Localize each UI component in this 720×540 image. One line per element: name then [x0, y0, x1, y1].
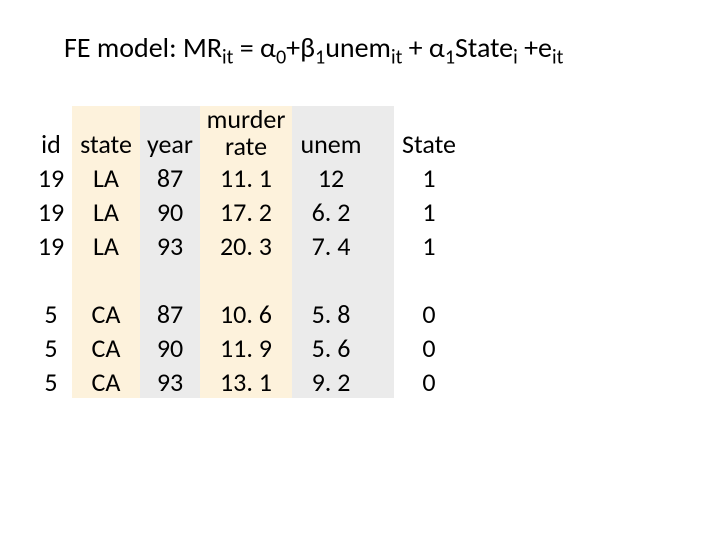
title-seg: State: [455, 30, 513, 65]
cell-murder: 17. 2: [200, 194, 292, 228]
cell-gap: [370, 330, 394, 364]
col-header-State: State: [394, 106, 464, 161]
cell-id: 19: [30, 160, 72, 194]
table-spacer-row: [30, 262, 464, 296]
cell-State: 0: [394, 296, 464, 330]
table-row: 5 CA 90 11. 9 5. 6 0: [30, 330, 464, 364]
cell-state: CA: [72, 364, 140, 398]
cell-gap: [370, 364, 394, 398]
cell-state: CA: [72, 296, 140, 330]
cell-unem: 5. 6: [292, 330, 370, 364]
col-header-gap: [370, 106, 394, 161]
title-seg: +e: [518, 30, 552, 65]
cell-gap: [370, 296, 394, 330]
cell-unem: 6. 2: [292, 194, 370, 228]
cell-year: 87: [140, 296, 200, 330]
page-title: FE model: MRit = α0+β1unemit + α1Statei …: [64, 30, 690, 70]
cell-gap: [370, 160, 394, 194]
cell-id: 5: [30, 296, 72, 330]
title-seg: + α: [402, 30, 445, 65]
cell-empty: [72, 262, 140, 296]
title-seg: FE model: MR: [64, 30, 222, 65]
cell-State: 1: [394, 228, 464, 262]
table-row: 19 LA 93 20. 3 7. 4 1: [30, 228, 464, 262]
title-sub: it: [391, 46, 402, 70]
cell-id: 19: [30, 194, 72, 228]
cell-State: 1: [394, 160, 464, 194]
title-sub: 0: [276, 46, 286, 70]
table-row: 19 LA 87 11. 1 12 1: [30, 160, 464, 194]
cell-murder: 20. 3: [200, 228, 292, 262]
title-sub: it: [222, 46, 233, 70]
cell-state: CA: [72, 330, 140, 364]
title-seg: +β: [286, 30, 315, 65]
col-header-murder: murder rate: [200, 106, 292, 161]
cell-year: 90: [140, 330, 200, 364]
cell-empty: [292, 262, 370, 296]
cell-empty: [140, 262, 200, 296]
col-header-unem: unem: [292, 106, 370, 161]
cell-empty: [394, 262, 464, 296]
data-table: id state year murder rate unem State 19 …: [30, 106, 464, 399]
title-sub: 1: [445, 46, 455, 70]
cell-year: 93: [140, 364, 200, 398]
table-row: 19 LA 90 17. 2 6. 2 1: [30, 194, 464, 228]
cell-empty: [200, 262, 292, 296]
cell-murder: 10. 6: [200, 296, 292, 330]
cell-gap: [370, 194, 394, 228]
cell-gap: [370, 228, 394, 262]
cell-unem: 9. 2: [292, 364, 370, 398]
title-seg: unem: [325, 30, 391, 65]
cell-year: 93: [140, 228, 200, 262]
title-sub: 1: [315, 46, 325, 70]
cell-unem: 5. 8: [292, 296, 370, 330]
cell-murder: 11. 1: [200, 160, 292, 194]
col-header-id: id: [30, 106, 72, 161]
cell-State: 0: [394, 330, 464, 364]
table-row: 5 CA 87 10. 6 5. 8 0: [30, 296, 464, 330]
cell-murder: 11. 9: [200, 330, 292, 364]
cell-empty: [30, 262, 72, 296]
title-seg: = α: [233, 30, 276, 65]
col-header-murder-top: murder: [206, 106, 286, 133]
cell-state: LA: [72, 228, 140, 262]
cell-murder: 13. 1: [200, 364, 292, 398]
title-sub: it: [552, 46, 563, 70]
cell-state: LA: [72, 160, 140, 194]
table-row: 5 CA 93 13. 1 9. 2 0: [30, 364, 464, 398]
table-header-row: id state year murder rate unem State: [30, 106, 464, 161]
cell-unem: 12: [292, 160, 370, 194]
col-header-murder-bot: rate: [206, 133, 286, 160]
col-header-year: year: [140, 106, 200, 161]
cell-year: 90: [140, 194, 200, 228]
col-header-state: state: [72, 106, 140, 161]
cell-id: 5: [30, 364, 72, 398]
cell-State: 1: [394, 194, 464, 228]
cell-unem: 7. 4: [292, 228, 370, 262]
cell-State: 0: [394, 364, 464, 398]
cell-year: 87: [140, 160, 200, 194]
data-table-wrap: id state year murder rate unem State 19 …: [30, 106, 690, 399]
cell-id: 5: [30, 330, 72, 364]
cell-empty: [370, 262, 394, 296]
cell-id: 19: [30, 228, 72, 262]
cell-state: LA: [72, 194, 140, 228]
slide: FE model: MRit = α0+β1unemit + α1Statei …: [0, 0, 720, 540]
